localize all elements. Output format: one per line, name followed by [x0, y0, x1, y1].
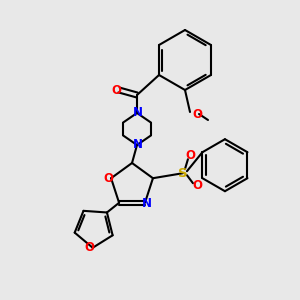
Text: S: S — [178, 167, 188, 180]
Text: O: O — [111, 83, 121, 97]
Text: N: N — [142, 197, 152, 210]
Text: O: O — [185, 149, 195, 162]
Text: O: O — [85, 241, 95, 254]
Text: O: O — [103, 172, 113, 185]
Text: N: N — [133, 139, 143, 152]
Text: O: O — [192, 107, 202, 121]
Text: N: N — [133, 106, 143, 119]
Text: O: O — [192, 179, 202, 192]
